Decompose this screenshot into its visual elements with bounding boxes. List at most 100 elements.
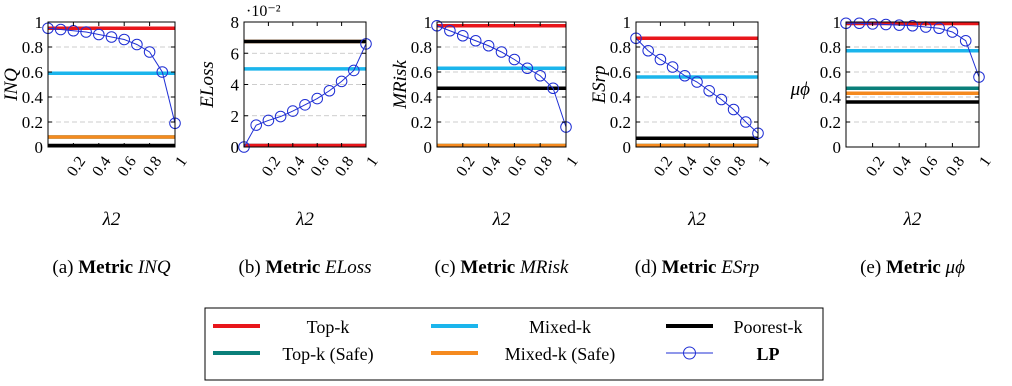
x-tick-label: 0.2	[863, 154, 888, 180]
y-tick-label: 2	[231, 107, 240, 126]
y-tick-label: 0.6	[411, 63, 432, 82]
lp-point	[131, 38, 143, 51]
lp-point	[262, 114, 275, 127]
lp-point	[642, 44, 655, 57]
lp-point	[679, 69, 691, 82]
x-tick-label: 0.8	[724, 154, 749, 180]
legend-label-lp: LP	[756, 344, 779, 364]
x-axis-label: λ2	[102, 209, 121, 230]
lp-point	[250, 119, 263, 131]
plot-frame	[47, 21, 176, 148]
lp-point	[80, 26, 92, 38]
y-axis-label: μϕ	[790, 79, 811, 100]
x-tick-label: 0.6	[115, 154, 140, 180]
legend-label-top-k-safe: Top-k (Safe)	[282, 344, 373, 365]
y-tick-label: 1	[623, 13, 632, 32]
x-tick-label: 1	[363, 154, 382, 170]
x-tick-label: 0.4	[283, 154, 308, 180]
lp-point	[444, 24, 456, 37]
lp-point	[287, 105, 299, 117]
y-tick-label: 0	[424, 138, 433, 157]
lp-point	[946, 26, 959, 38]
x-axis-label: λ2	[295, 209, 314, 230]
lp-point	[335, 75, 348, 88]
x-tick-label: 0.6	[700, 154, 725, 180]
lp-series-line	[436, 25, 567, 128]
y-tick-label: 0.2	[610, 113, 631, 132]
y-tick-label: 0.2	[820, 113, 841, 132]
lp-point	[323, 84, 336, 97]
legend-label-top-k: Top-k	[307, 317, 350, 337]
lp-point	[727, 103, 740, 116]
x-axis-label: λ2	[687, 209, 706, 230]
lp-point	[691, 76, 703, 88]
lp-point	[105, 31, 118, 43]
x-axis-label: λ2	[492, 209, 511, 230]
legend-entry-mixed-k: Mixed-k	[431, 317, 591, 337]
y-tick-label: 0.4	[411, 88, 433, 107]
x-tick-label: 0.2	[259, 154, 284, 180]
lp-point	[274, 110, 287, 123]
y-tick-label: 0.4	[610, 88, 632, 107]
x-tick-label: 0.2	[453, 154, 478, 180]
panel-caption: (a) Metric INQ	[52, 257, 170, 278]
y-tick-label: 0.8	[820, 38, 841, 57]
lp-point	[703, 84, 716, 97]
x-tick-label: 1	[172, 154, 191, 170]
x-tick-label: 0.2	[651, 154, 676, 180]
panel-caption: (c) Metric MRisk	[435, 257, 570, 278]
legend-marker-lp	[683, 346, 696, 360]
legend-entry-lp: LP	[666, 344, 780, 364]
lp-point	[156, 66, 169, 78]
legend-entry-top-k-safe: Top-k (Safe)	[213, 344, 374, 365]
x-tick-label: 1	[563, 154, 582, 170]
y-tick-label: 0.6	[610, 63, 631, 82]
x-tick-label: 0.8	[531, 154, 556, 180]
y-tick-label: 0.6	[22, 63, 43, 82]
y-tick-label: 0.2	[22, 113, 43, 132]
x-tick-label: 0.4	[479, 154, 504, 180]
lp-point	[740, 116, 752, 128]
lp-point	[469, 34, 482, 47]
legend-label-mixed-k: Mixed-k	[529, 317, 591, 337]
lp-point	[93, 28, 105, 41]
panel-caption: (d) Metric ESrp	[635, 257, 760, 278]
x-tick-label: 0.4	[675, 154, 700, 180]
lp-point	[666, 61, 679, 73]
y-tick-label: 0.8	[610, 38, 631, 57]
legend-label-mixed-k-safe: Mixed-k (Safe)	[505, 344, 615, 365]
lp-point	[67, 24, 80, 37]
y-tick-label: 0.4	[22, 88, 44, 107]
legend-label-poorest-k: Poorest-k	[734, 317, 803, 337]
x-tick-label: 0.4	[890, 154, 915, 180]
x-tick-label: 0.4	[89, 154, 114, 180]
x-tick-label: 0.6	[505, 154, 530, 180]
legend: Top-k Mixed-k Poorest-k Top-k (Safe) Mix…	[204, 307, 824, 381]
y-tick-label: 0.8	[22, 38, 43, 57]
lp-point	[54, 23, 67, 36]
lp-point	[959, 34, 972, 47]
lp-point	[534, 69, 547, 82]
lp-point	[866, 18, 879, 30]
panel-caption: (b) Metric ELoss	[239, 257, 372, 278]
y-tick-label: 1	[35, 13, 44, 32]
x-tick-label: 0.8	[943, 154, 968, 180]
y-tick-label: 0	[623, 138, 632, 157]
x-tick-label: 1	[755, 154, 774, 170]
lp-point	[311, 92, 324, 105]
y-tick-label: 1	[833, 13, 842, 32]
plot-frame	[845, 21, 980, 148]
y-axis-label: MRisk	[390, 60, 411, 110]
y-exponent-label: ·10⁻²	[246, 3, 281, 20]
lp-point	[348, 64, 360, 77]
legend-entry-poorest-k: Poorest-k	[666, 317, 803, 337]
y-tick-label: 1	[424, 13, 433, 32]
legend-frame	[204, 307, 824, 381]
lp-point	[143, 46, 156, 58]
